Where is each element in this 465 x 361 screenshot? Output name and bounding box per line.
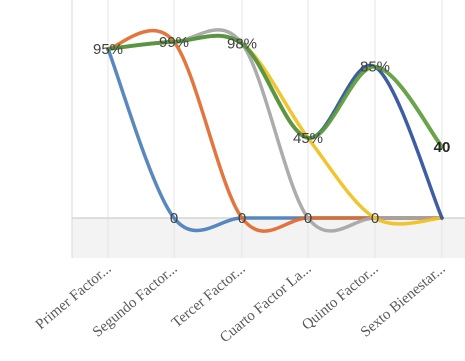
data-label-3: 45%: [293, 130, 323, 147]
series-line-3: [106, 28, 444, 233]
series-lines: [106, 28, 444, 233]
x-axis-tick-labels: Primer Factor...Segundo Factor...Tercer …: [33, 261, 449, 346]
data-label-2: 98%: [227, 36, 257, 53]
data-label-5: 40: [434, 139, 451, 156]
data-label-4: 85%: [360, 59, 390, 76]
series-line-6: [106, 33, 444, 149]
data-label-7: 0: [238, 210, 246, 227]
data-label-1: 99%: [159, 34, 189, 51]
data-label-9: 0: [371, 210, 379, 227]
data-labels: 95% 99% 98% 45% 85% 40 0 0 0 0: [93, 34, 450, 227]
data-label-6: 0: [170, 210, 178, 227]
data-label-8: 0: [304, 210, 312, 227]
data-label-0: 95%: [93, 41, 123, 58]
